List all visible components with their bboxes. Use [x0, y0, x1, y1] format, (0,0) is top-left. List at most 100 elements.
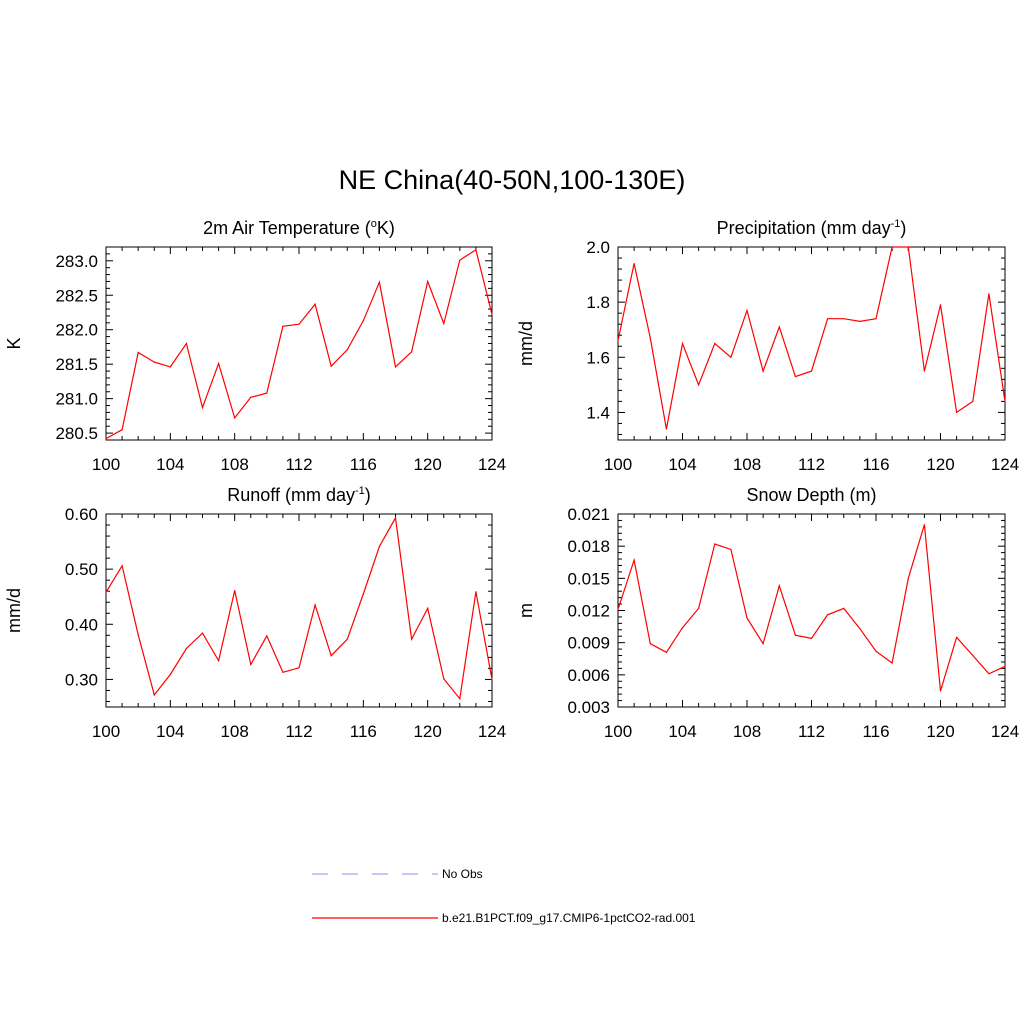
data-point: [907, 577, 909, 579]
data-point: [939, 304, 942, 306]
data-point: [988, 293, 990, 295]
data-point: [121, 565, 123, 567]
y-tick-label: 0.003: [567, 698, 610, 717]
data-point: [665, 651, 667, 653]
y-axis-label: mm/d: [516, 321, 536, 366]
series-line-1: [617, 524, 1006, 692]
data-point: [475, 591, 477, 593]
y-tick-label: 1.8: [586, 293, 610, 312]
x-tick-label: 116: [862, 455, 889, 474]
data-point: [427, 280, 429, 283]
data-point: [314, 303, 316, 305]
series-line-1: [105, 248, 493, 440]
data-point: [394, 517, 397, 519]
legend-label-1: No Obs: [442, 867, 483, 881]
y-tick-label: 282.0: [55, 321, 98, 340]
x-tick-label: 116: [350, 455, 377, 474]
data-point: [875, 650, 877, 652]
data-point: [859, 628, 861, 630]
data-point: [250, 663, 252, 666]
data-point: [443, 678, 445, 680]
x-tick-label: 116: [862, 722, 889, 741]
y-tick-label: 281.0: [55, 390, 98, 409]
data-point: [475, 249, 477, 251]
data-point: [459, 259, 461, 261]
data-point: [410, 638, 413, 640]
data-point: [153, 361, 155, 363]
x-tick-label: 112: [798, 722, 825, 741]
data-point: [633, 559, 635, 561]
plot-frame: [617, 513, 1006, 708]
x-tick-label: 116: [350, 722, 377, 741]
data-point: [282, 325, 284, 327]
y-tick-label: 0.006: [567, 666, 610, 685]
data-point: [843, 607, 845, 609]
y-tick-label: 2.0: [586, 238, 610, 257]
data-point: [939, 690, 942, 692]
data-point: [649, 337, 651, 339]
data-point: [410, 351, 413, 353]
data-point: [201, 407, 204, 409]
data-point: [266, 635, 268, 637]
y-tick-label: 1.4: [586, 403, 610, 422]
data-point: [105, 438, 107, 440]
panel-3: 100 104 108 112 116 120 124 0.30 0.40 0.50 0.60 mm/…: [4, 485, 506, 741]
x-tick-label: 104: [668, 455, 696, 474]
data-point: [665, 428, 667, 430]
panel-title: Precipitation (mm day-1): [717, 218, 907, 238]
y-tick-label: 0.015: [567, 569, 610, 588]
y-tick-label: 280.5: [55, 424, 98, 443]
data-point: [617, 608, 619, 611]
data-point: [778, 585, 780, 587]
data-point: [923, 524, 925, 526]
data-point: [698, 607, 700, 609]
data-point: [394, 366, 397, 368]
panel-1: 100 104 108 112 116 120 124 280.5 281.0 281.5 282.…: [4, 218, 506, 474]
data-point: [169, 673, 171, 676]
y-tick-label: 281.5: [55, 355, 98, 374]
y-tick-label: 0.60: [65, 505, 98, 524]
data-point: [827, 614, 829, 616]
data-point: [330, 365, 332, 367]
panel-title: 2m Air Temperature (oK): [203, 218, 395, 238]
data-point: [988, 673, 990, 675]
y-tick-label: 283.0: [55, 252, 98, 271]
data-point: [617, 340, 619, 342]
data-point: [633, 262, 635, 265]
data-point: [217, 660, 220, 662]
data-point: [378, 545, 381, 548]
series-line-1: [105, 516, 493, 701]
y-tick-label: 0.40: [65, 615, 98, 634]
y-tick-label: 1.6: [586, 348, 610, 367]
panel-title: Snow Depth (m): [746, 485, 876, 505]
data-point: [137, 634, 139, 636]
data-point: [427, 607, 429, 609]
y-tick-label: 0.50: [65, 560, 98, 579]
data-point: [330, 655, 332, 657]
plot-frame: [617, 246, 1006, 441]
x-tick-label: 112: [798, 455, 825, 474]
y-tick-label: 0.012: [567, 602, 610, 621]
x-tick-label: 108: [733, 455, 761, 474]
y-tick-label: 0.009: [567, 634, 610, 653]
data-point: [730, 548, 732, 550]
data-point: [907, 246, 909, 248]
x-tick-label: 104: [668, 722, 696, 741]
data-point: [681, 342, 684, 345]
x-tick-label: 104: [156, 455, 184, 474]
x-tick-label: 100: [604, 722, 632, 741]
data-point: [250, 396, 252, 398]
data-point: [443, 322, 445, 325]
data-point: [827, 318, 829, 320]
y-tick-label: 0.30: [65, 670, 98, 689]
data-point: [121, 429, 123, 431]
data-point: [201, 632, 204, 634]
data-point: [491, 678, 493, 681]
x-tick-label: 112: [285, 722, 312, 741]
x-tick-label: 120: [413, 722, 441, 741]
x-tick-label: 124: [478, 455, 506, 474]
y-axis-label: mm/d: [4, 588, 24, 633]
legend-label-2: b.e21.B1PCT.f09_g17.CMIP6-1pctCO2-rad.00…: [442, 911, 696, 925]
data-point: [346, 349, 348, 351]
